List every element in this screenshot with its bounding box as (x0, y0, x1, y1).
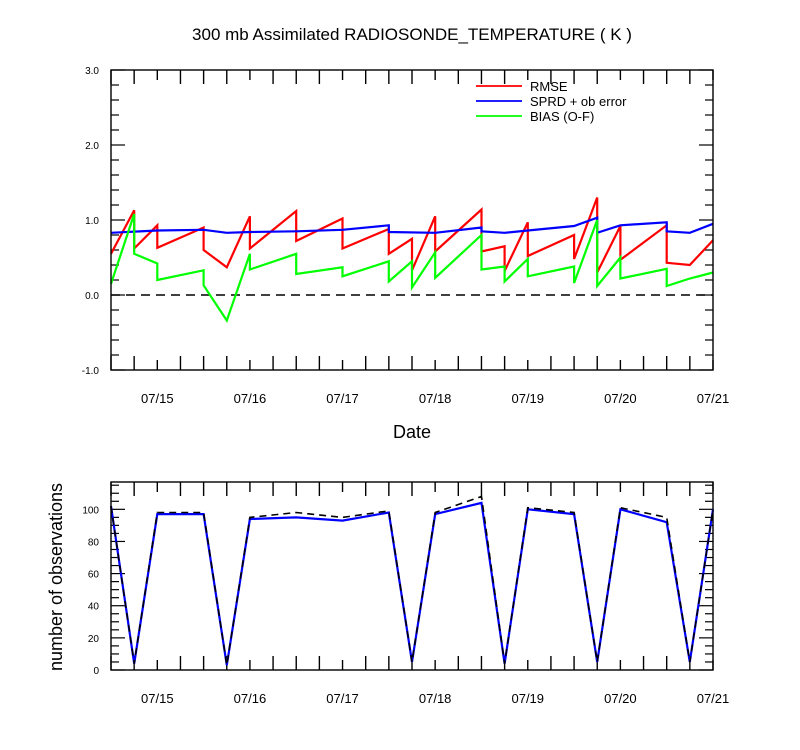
top-ytick-label: -1.0 (82, 366, 100, 377)
y-axis-label: number of observations (46, 483, 66, 671)
x-axis-label: Date (393, 422, 431, 442)
series-line-sprd-ob-error (110, 216, 714, 235)
legend-entry-label: SPRD + ob error (530, 94, 627, 109)
top-xtick-label: 07/19 (511, 391, 544, 406)
top-plot-frame (110, 69, 714, 371)
top-xtick-label: 07/20 (604, 391, 637, 406)
bottom-xtick-label: 07/20 (604, 691, 637, 706)
top-ytick-label: 2.0 (85, 141, 99, 152)
top-ytick-label: 0.0 (85, 291, 99, 302)
bottom-ytick-label: 80 (88, 537, 100, 548)
bottom-ytick-label: 0 (93, 666, 99, 677)
bottom-xtick-label: 07/16 (234, 691, 267, 706)
bottom-ytick-label: 20 (88, 634, 100, 645)
top-xtick-label: 07/17 (326, 391, 359, 406)
top-ytick-label: 1.0 (85, 216, 99, 227)
series-line-rmse (110, 197, 714, 273)
bottom-ytick-label: 100 (82, 505, 99, 516)
bottom-xtick-label: 07/19 (511, 691, 544, 706)
bottom-ytick-label: 40 (88, 602, 100, 613)
bottom-xtick-label: 07/15 (141, 691, 174, 706)
top-xtick-label: 07/18 (419, 391, 452, 406)
bottom-plot-frame (110, 481, 714, 671)
legend-entry-label: RMSE (530, 79, 568, 94)
obs-series-solid (109, 501, 715, 666)
bottom-xtick-label: 07/18 (419, 691, 452, 706)
top-ytick-label: 3.0 (85, 66, 99, 77)
obs-series-dashed (110, 495, 714, 666)
legend-entry-label: BIAS (O-F) (530, 109, 594, 124)
series-line-bias-o-f (109, 213, 714, 323)
chart-title: 300 mb Assimilated RADIOSONDE_TEMPERATUR… (192, 25, 632, 44)
top-xtick-label: 07/15 (141, 391, 174, 406)
top-xtick-label: 07/21 (697, 391, 730, 406)
bottom-xtick-label: 07/17 (326, 691, 359, 706)
bottom-xtick-label: 07/21 (697, 691, 730, 706)
bottom-ytick-label: 60 (88, 570, 100, 581)
top-xtick-label: 07/16 (234, 391, 267, 406)
